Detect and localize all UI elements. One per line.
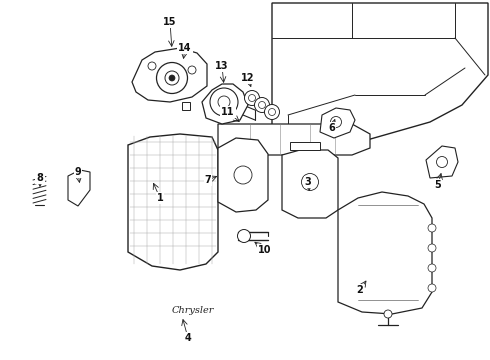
Polygon shape	[290, 142, 320, 150]
Text: 6: 6	[329, 123, 335, 133]
Text: 8: 8	[37, 173, 44, 183]
Text: 13: 13	[215, 61, 229, 71]
Circle shape	[428, 224, 436, 232]
Circle shape	[165, 71, 179, 85]
Circle shape	[148, 62, 156, 70]
Text: 14: 14	[178, 43, 192, 53]
Text: 12: 12	[241, 73, 255, 83]
Circle shape	[188, 66, 196, 74]
Polygon shape	[426, 146, 458, 178]
Circle shape	[218, 96, 230, 108]
Text: 1: 1	[157, 193, 163, 203]
Polygon shape	[338, 192, 432, 314]
Polygon shape	[282, 150, 338, 218]
Circle shape	[437, 157, 447, 167]
Circle shape	[428, 284, 436, 292]
Text: 7: 7	[205, 175, 211, 185]
Text: 15: 15	[163, 17, 177, 27]
Circle shape	[330, 117, 342, 127]
Circle shape	[245, 90, 260, 105]
Circle shape	[156, 63, 188, 94]
Polygon shape	[182, 102, 190, 110]
Circle shape	[428, 264, 436, 272]
Text: 11: 11	[221, 107, 235, 117]
Polygon shape	[272, 3, 488, 150]
Text: 5: 5	[435, 180, 441, 190]
Polygon shape	[202, 84, 248, 124]
Circle shape	[210, 88, 238, 116]
Circle shape	[248, 94, 255, 102]
Polygon shape	[218, 138, 268, 212]
Circle shape	[238, 230, 250, 243]
Polygon shape	[128, 134, 218, 270]
Text: 10: 10	[258, 245, 272, 255]
Circle shape	[301, 174, 319, 190]
Text: Chrysler: Chrysler	[172, 306, 215, 315]
Circle shape	[384, 310, 392, 318]
Circle shape	[169, 75, 175, 81]
Text: 4: 4	[185, 333, 192, 343]
Text: 3: 3	[305, 177, 311, 187]
Circle shape	[234, 166, 252, 184]
Text: 9: 9	[74, 167, 81, 177]
Polygon shape	[68, 170, 90, 206]
Polygon shape	[218, 124, 370, 155]
Text: 2: 2	[357, 285, 364, 295]
Polygon shape	[320, 108, 355, 138]
Circle shape	[428, 244, 436, 252]
Polygon shape	[132, 48, 207, 102]
Circle shape	[269, 108, 275, 116]
Circle shape	[265, 104, 279, 120]
Circle shape	[254, 98, 270, 113]
Circle shape	[259, 102, 266, 108]
